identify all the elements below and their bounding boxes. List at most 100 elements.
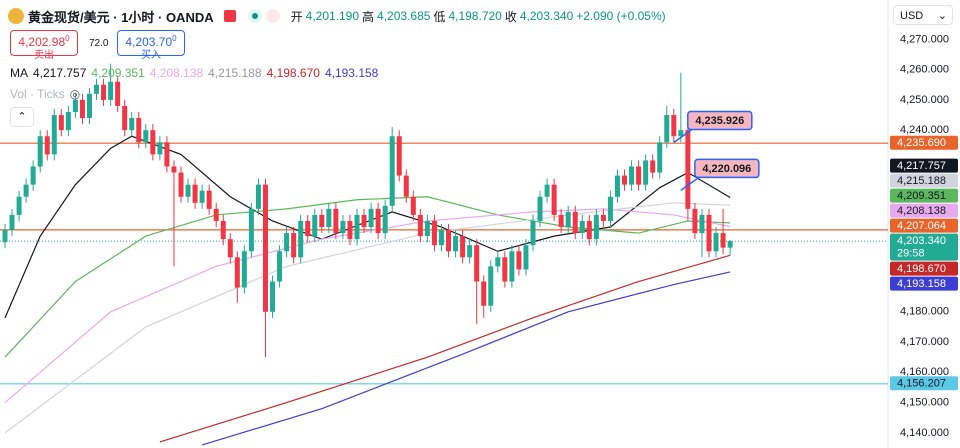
candle-body <box>424 220 430 237</box>
candle-body <box>481 281 487 306</box>
candle-body <box>544 184 550 197</box>
candle-body <box>108 81 114 100</box>
price-label-box <box>890 173 958 188</box>
candle-body <box>129 118 135 131</box>
spread: 72.0 <box>89 38 109 49</box>
symbol-title: 黄金现货/美元 · 1小时 · OANDA <box>28 9 214 25</box>
ma-value: 4,209.351 <box>91 66 145 80</box>
currency-select[interactable]: USD ⌄ <box>893 5 953 25</box>
close-value: 4,203.340 <box>519 9 574 23</box>
buy-button[interactable]: 4,203.700 买入 <box>117 30 185 61</box>
candle-body <box>143 130 149 143</box>
candle-body <box>94 84 100 94</box>
volume-legend: Vol · Ticks ◎ <box>10 87 81 101</box>
candle-body <box>593 214 599 240</box>
price-label: 4,207.064 <box>897 220 946 232</box>
candle-body <box>79 99 85 119</box>
candle-body <box>23 184 29 197</box>
plot-area: 4,235.926 4,220.096 <box>0 63 888 446</box>
candle-body <box>368 208 374 228</box>
candle-body <box>58 115 64 131</box>
header: 黄金现货/美元 · 1小时 · OANDA 开 4,201.190 高 4,203.… <box>0 6 669 26</box>
price-label: 4,235.690 <box>897 137 946 149</box>
candle-body <box>206 190 212 209</box>
candle-body <box>101 84 107 100</box>
candle-body <box>185 184 191 197</box>
candle-body <box>213 208 219 221</box>
flag-icon[interactable] <box>221 6 241 26</box>
candle-body <box>199 190 205 203</box>
sell-button[interactable]: 4,202.980 卖出 <box>10 30 78 61</box>
candle-body <box>614 175 620 197</box>
candle-body <box>516 251 522 270</box>
candle-body <box>326 208 332 228</box>
y-tick-label: 4,240.000 <box>900 124 949 136</box>
candle-body <box>234 257 240 288</box>
sell-price: 4,202.98 <box>18 35 66 49</box>
candle-body <box>523 245 529 270</box>
buy-price-sup: 0 <box>172 34 177 43</box>
callout-label: 4,220.096 <box>702 163 751 175</box>
sell-price-sup: 0 <box>65 34 70 43</box>
candle-body <box>2 230 8 243</box>
price-label: 4,193.158 <box>897 278 946 290</box>
candle-body <box>551 184 557 215</box>
price-label-box <box>890 218 958 233</box>
candle-body <box>438 230 444 246</box>
candle-body <box>262 184 268 312</box>
y-tick-label: 4,260.000 <box>900 64 949 76</box>
price-label: 4,156.207 <box>897 378 946 390</box>
price-label-box <box>890 233 958 261</box>
open-value: 4,201.190 <box>305 9 360 23</box>
candle-body <box>347 220 353 240</box>
candle-body <box>150 130 156 155</box>
candle-body <box>509 251 515 282</box>
candle-body <box>291 233 297 258</box>
candle-body <box>382 205 388 234</box>
price-label-box <box>890 158 958 173</box>
candle-body <box>72 99 78 112</box>
candle-body <box>277 251 283 282</box>
moving-average-line <box>4 135 731 319</box>
collapse-button[interactable]: ⌃ <box>10 107 34 127</box>
candle-body <box>572 211 578 234</box>
candle-body <box>579 220 585 234</box>
ma-legend: MA 4,217.757 4,209.351 4,208.138 4,215.188 4,… <box>10 66 383 80</box>
candle-body <box>164 142 170 167</box>
candle-body <box>178 172 184 197</box>
y-tick-label: 4,270.000 <box>900 33 949 45</box>
callout-box <box>687 110 753 131</box>
price-label: 4,217.757 <box>897 160 946 172</box>
callout-pointer <box>680 176 700 192</box>
candle-body <box>122 105 128 131</box>
ma-title: MA <box>10 66 28 80</box>
ma-value: 4,198.670 <box>266 66 320 80</box>
candle-body <box>255 184 261 209</box>
moving-average-line <box>4 208 731 404</box>
candle-body <box>530 220 536 246</box>
candle-body <box>629 166 635 185</box>
candle-body <box>115 81 121 106</box>
candle-body <box>664 115 670 143</box>
candle-body <box>410 196 416 215</box>
change: +2.090 (+0.05%) <box>576 9 666 23</box>
moving-average-line <box>159 254 731 443</box>
y-tick-label: 4,140.000 <box>900 427 949 439</box>
open-label: 开 <box>290 9 303 24</box>
volume-title: Vol · Ticks <box>10 87 65 101</box>
candle-body <box>305 220 311 237</box>
candle-body <box>622 175 628 185</box>
candle-body <box>9 214 15 231</box>
candle-body <box>65 112 71 131</box>
candle-body <box>396 136 402 176</box>
ma-value: 4,193.158 <box>324 66 379 80</box>
callout-pointer <box>673 128 693 144</box>
candle-body <box>565 211 571 228</box>
candle-body <box>467 245 473 258</box>
price-label-box <box>890 203 958 218</box>
candle-body <box>607 196 613 221</box>
candle-body <box>86 93 92 119</box>
status-icons[interactable] <box>245 6 285 26</box>
candle-body <box>692 208 698 234</box>
